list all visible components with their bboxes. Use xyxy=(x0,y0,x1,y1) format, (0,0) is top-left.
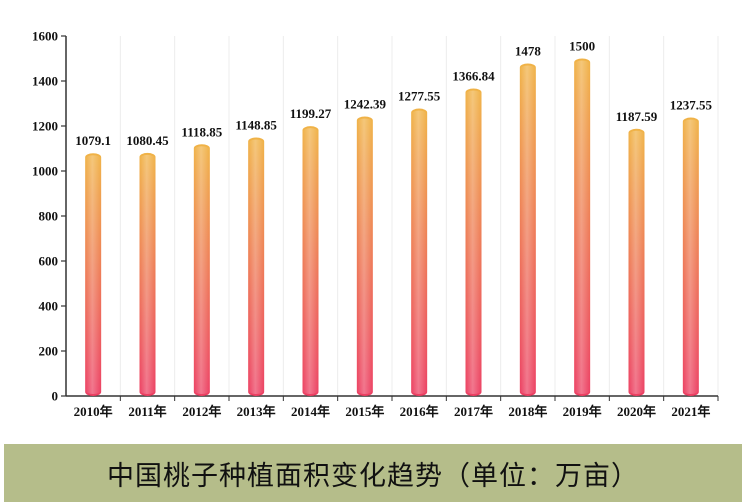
bar-chart: 0 200 400 600 800 1000 1200 1400 1600 1079.1 1080… xyxy=(32,29,719,419)
x-tick-label: 2020年 xyxy=(617,404,656,419)
x-tick-label: 2015年 xyxy=(345,404,384,419)
data-label: 1118.85 xyxy=(181,124,222,139)
x-tick-label: 2019年 xyxy=(563,404,602,419)
x-tick-label: 2014年 xyxy=(291,404,330,419)
data-label: 1199.27 xyxy=(290,106,332,121)
bars xyxy=(85,58,699,397)
bar-highlight xyxy=(356,118,373,394)
gridlines xyxy=(119,36,719,396)
bar-highlight xyxy=(574,60,591,394)
bar-highlight xyxy=(193,146,210,394)
bar-highlight xyxy=(682,119,699,395)
bar-highlight xyxy=(248,139,265,394)
y-tick-label: 1200 xyxy=(32,119,58,134)
x-tick-label: 2017年 xyxy=(454,404,493,419)
bar-highlight xyxy=(628,130,645,395)
y-tick-label: 0 xyxy=(52,389,59,404)
data-labels: 1079.1 1080.45 1118.85 1148.85 1199.27 1242.3… xyxy=(75,39,712,149)
data-label: 1277.55 xyxy=(398,89,441,104)
chart-title: 中国桃子种植面积变化趋势（单位：万亩） xyxy=(107,460,639,492)
data-label: 1080.45 xyxy=(126,133,169,148)
data-label: 1079.1 xyxy=(75,133,111,148)
chart-title-banner: 中国桃子种植面积变化趋势（单位：万亩） xyxy=(4,444,742,502)
bar-highlight xyxy=(411,110,428,395)
bar-highlight xyxy=(139,154,156,394)
data-label: 1148.85 xyxy=(235,118,277,133)
y-tick-label: 400 xyxy=(39,299,59,314)
y-tick-label: 800 xyxy=(39,209,59,224)
y-tick-label: 200 xyxy=(39,344,59,359)
data-label: 1366.84 xyxy=(452,68,495,83)
data-label: 1187.59 xyxy=(616,109,658,124)
x-tick-label: 2018年 xyxy=(508,404,547,419)
data-label: 1237.55 xyxy=(670,98,713,113)
data-label: 1500 xyxy=(569,39,595,54)
x-tick-label: 2011年 xyxy=(128,404,166,419)
bar-highlight xyxy=(302,128,319,394)
data-label: 1242.39 xyxy=(344,96,387,111)
bar-highlight xyxy=(465,90,482,394)
x-tick-label: 2021年 xyxy=(671,404,710,419)
x-tick-labels: 2010年 2011年 2012年 2013年 2014年 2015年 2016年 2017年… xyxy=(74,396,719,419)
bar-highlight xyxy=(85,155,102,394)
y-tick-label: 600 xyxy=(39,254,59,269)
y-tick-label: 1000 xyxy=(32,164,58,179)
y-tick-label: 1400 xyxy=(32,74,58,89)
x-tick-label: 2016年 xyxy=(400,404,439,419)
y-tick-label: 1600 xyxy=(32,29,58,44)
y-tick-labels: 0 200 400 600 800 1000 1200 1400 1600 xyxy=(32,29,66,404)
x-tick-label: 2010年 xyxy=(74,404,113,419)
x-tick-label: 2012年 xyxy=(182,404,221,419)
bar-highlight xyxy=(519,65,536,394)
x-tick-label: 2013年 xyxy=(237,404,276,419)
data-label: 1478 xyxy=(515,43,542,58)
